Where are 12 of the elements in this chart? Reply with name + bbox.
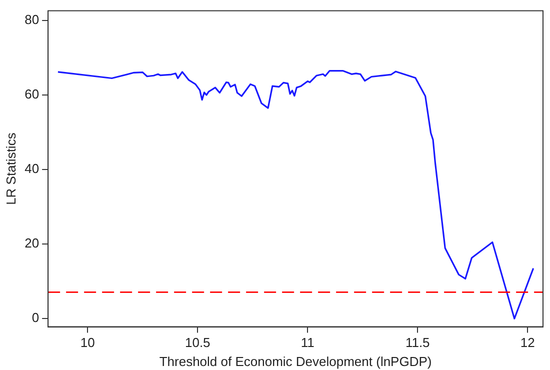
- x-tick-label: 12: [520, 335, 535, 350]
- y-tick-label: 0: [32, 310, 40, 326]
- y-tick-label: 80: [24, 12, 40, 28]
- y-tick-label: 20: [24, 236, 40, 251]
- x-tick-label: 10: [80, 335, 95, 350]
- y-axis-title: LR Statistics: [3, 132, 18, 205]
- y-tick-label: 60: [24, 86, 40, 102]
- x-tick-label: 11: [300, 335, 314, 350]
- x-tick-label: 10.5: [184, 335, 210, 350]
- x-tick-label: 11.5: [405, 335, 430, 350]
- x-axis-title: Threshold of Economic Development (lnPGDP): [159, 354, 432, 369]
- y-tick-label: 40: [24, 161, 40, 176]
